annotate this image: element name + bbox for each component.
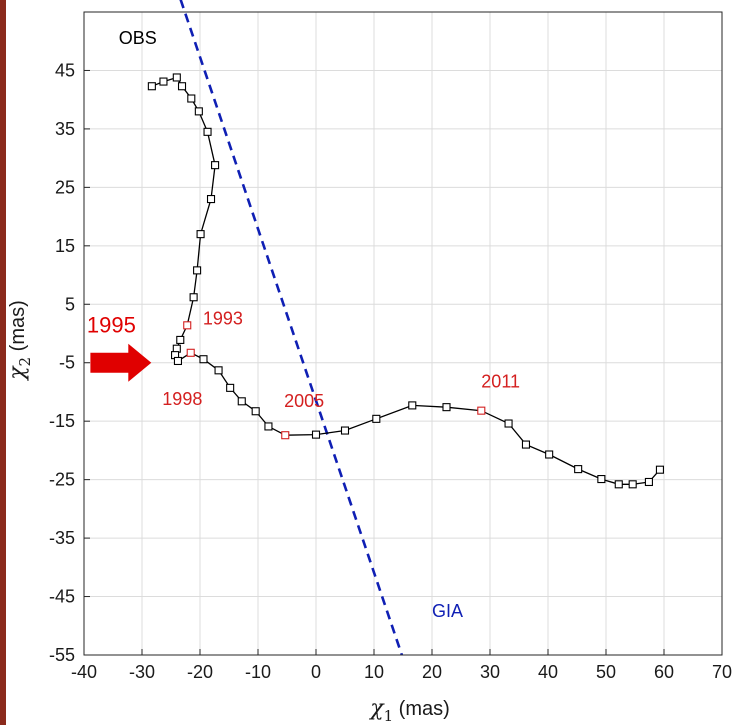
obs-series: [147, 73, 664, 489]
obs-marker: [614, 480, 623, 489]
obs-marker: [187, 94, 196, 103]
y-tick-label: -15: [49, 411, 75, 431]
y-tick-label: 45: [55, 60, 75, 80]
x-tick-label: 60: [654, 662, 674, 682]
obs-marker: [237, 397, 246, 406]
obs-marker: [194, 107, 203, 116]
obs-marker: [644, 477, 653, 487]
y-tick-label: -55: [49, 645, 75, 665]
year-arrow: [90, 343, 152, 382]
obs-marker: [193, 266, 202, 275]
obs-marker: [176, 335, 185, 344]
obs-marker: [211, 161, 220, 170]
x-tick-labels: -40 -30 -20 -10 0 10 20 30 40 50 60 70: [71, 649, 732, 682]
y-axis-label: χ2 (mas): [5, 300, 34, 382]
obs-marker: [203, 127, 212, 136]
y-axis-unit: (mas): [7, 300, 29, 357]
obs-marker: [264, 422, 273, 431]
obs-marker: [199, 355, 208, 364]
y-tick-label: 15: [55, 236, 75, 256]
obs-marker: [173, 356, 183, 366]
obs-marker: [177, 82, 187, 91]
y-tick-label: -25: [49, 470, 75, 490]
obs-marker: [504, 419, 513, 428]
obs-marker: [597, 475, 606, 484]
obs-marker: [311, 430, 321, 439]
y-axis-symbol: χ: [5, 365, 30, 382]
obs-marker: [574, 465, 583, 474]
obs-marker: [251, 407, 260, 416]
obs-marker: [226, 383, 235, 392]
x-tick-label: -30: [129, 662, 155, 682]
axes-box: [83, 11, 723, 656]
x-tick-label: 20: [422, 662, 442, 682]
annotation-1993: 1993: [203, 309, 243, 329]
obs-marker: [408, 401, 417, 410]
obs-marker: [172, 73, 181, 82]
obs-marker-highlighted: [477, 406, 486, 415]
obs-marker-highlighted: [186, 348, 195, 357]
x-axis-subscript: 1: [384, 707, 394, 725]
x-tick-label: 70: [712, 662, 732, 682]
obs-marker: [196, 230, 205, 239]
grid: [83, 12, 723, 656]
obs-marker-highlighted: [281, 431, 290, 440]
obs-marker: [206, 195, 216, 204]
arrow-shape: [90, 343, 152, 382]
annotation-gia: GIA: [432, 601, 463, 621]
y-tick-label: -35: [49, 528, 75, 548]
x-tick-label: -20: [187, 662, 213, 682]
y-axis-subscript: 2: [16, 357, 34, 367]
obs-marker: [521, 440, 531, 449]
gia-series: [179, 0, 404, 656]
obs-marker: [340, 426, 350, 435]
obs-marker: [372, 414, 381, 423]
obs-marker: [545, 450, 554, 459]
y-tick-label: 5: [65, 294, 75, 314]
x-tick-label: -40: [71, 662, 97, 682]
x-tick-label: 30: [480, 662, 500, 682]
annotation-2005: 2005: [284, 391, 324, 411]
y-tick-label: 25: [55, 177, 75, 197]
obs-marker-highlighted: [183, 321, 192, 330]
annotation-1998: 1998: [162, 389, 202, 409]
obs-line: [151, 76, 661, 485]
x-axis-symbol: χ: [368, 696, 385, 721]
obs-marker: [159, 77, 168, 86]
y-tick-label: -45: [49, 587, 75, 607]
x-tick-label: 40: [538, 662, 558, 682]
obs-marker: [189, 293, 198, 302]
x-axis-label: χ1 (mas): [368, 696, 450, 725]
x-tick-label: 0: [311, 662, 321, 682]
left-edge-bar: [0, 0, 6, 725]
y-tick-label: 35: [55, 119, 75, 139]
x-tick-label: 10: [364, 662, 384, 682]
annotation-1995: 1995: [87, 312, 136, 337]
x-tick-label: 50: [596, 662, 616, 682]
gia-dashed-line: [179, 0, 404, 656]
x-axis-unit: (mas): [393, 698, 450, 720]
obs-marker: [147, 82, 156, 91]
obs-marker: [628, 480, 637, 489]
obs-marker: [655, 465, 664, 474]
annotation-2011: 2011: [481, 371, 520, 391]
obs-marker: [442, 403, 451, 412]
x-tick-label: -10: [245, 662, 271, 682]
annotations: OBS 1993 1995 1998 2005 2011 GIA: [87, 28, 520, 621]
y-tick-label: -5: [59, 353, 75, 373]
annotation-obs: OBS: [119, 28, 157, 48]
obs-marker: [214, 366, 223, 375]
